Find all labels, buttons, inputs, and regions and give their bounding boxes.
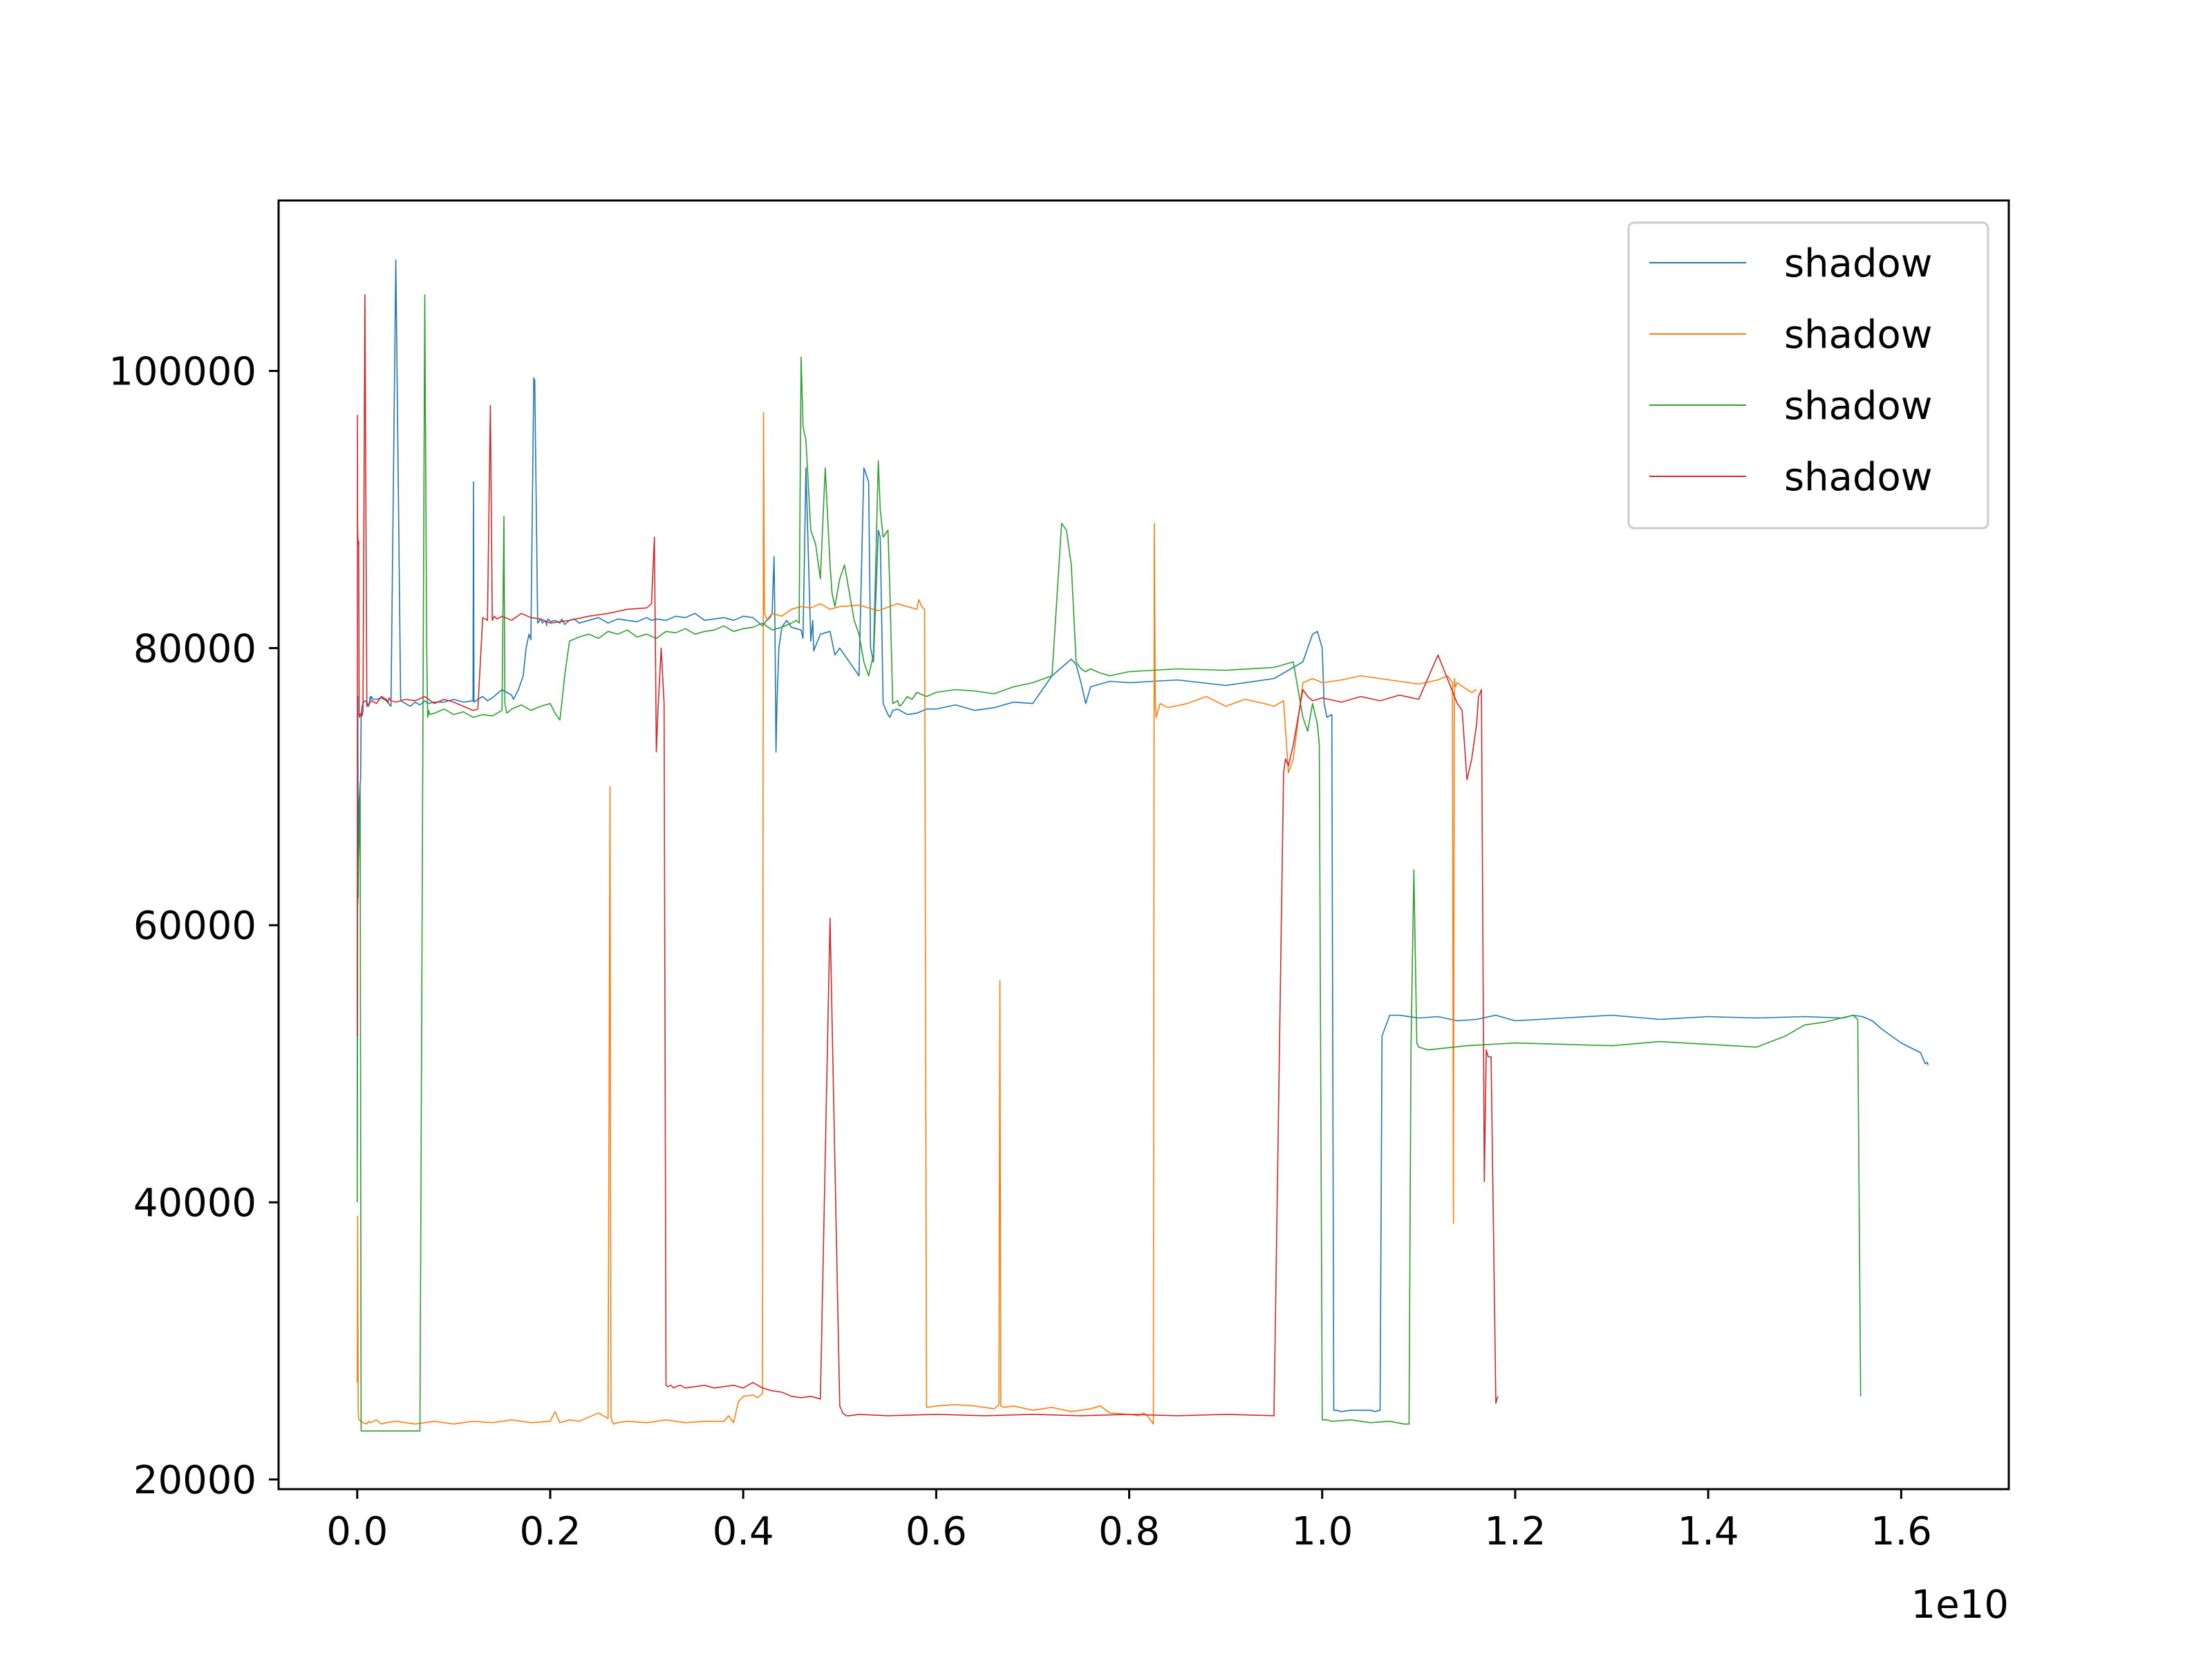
x-tick-label: 0.6 [906, 1509, 967, 1554]
x-tick-label: 1.2 [1484, 1509, 1546, 1554]
legend-label: shadow [1784, 241, 1933, 286]
x-tick-label: 0.4 [713, 1509, 774, 1554]
legend-label: shadow [1784, 455, 1933, 500]
x-tick-label: 0.8 [1098, 1509, 1160, 1554]
legend: shadow shadow shadow shadow [1629, 223, 1988, 528]
x-tick-label: 1.4 [1678, 1509, 1739, 1554]
y-tick-label: 40000 [133, 1181, 256, 1226]
x-axis-offset-label: 1e10 [1911, 1582, 2009, 1627]
x-tick-label: 1.6 [1871, 1509, 1932, 1554]
x-tick-label: 1.0 [1291, 1509, 1353, 1554]
y-tick-label: 20000 [133, 1458, 256, 1503]
x-tick-label: 0.2 [519, 1509, 581, 1554]
y-tick-label: 100000 [109, 350, 256, 395]
legend-label: shadow [1784, 384, 1933, 429]
y-tick-label: 80000 [133, 626, 256, 671]
x-tick-label: 0.0 [326, 1509, 388, 1554]
legend-label: shadow [1784, 312, 1933, 357]
y-tick-label: 60000 [133, 904, 256, 949]
